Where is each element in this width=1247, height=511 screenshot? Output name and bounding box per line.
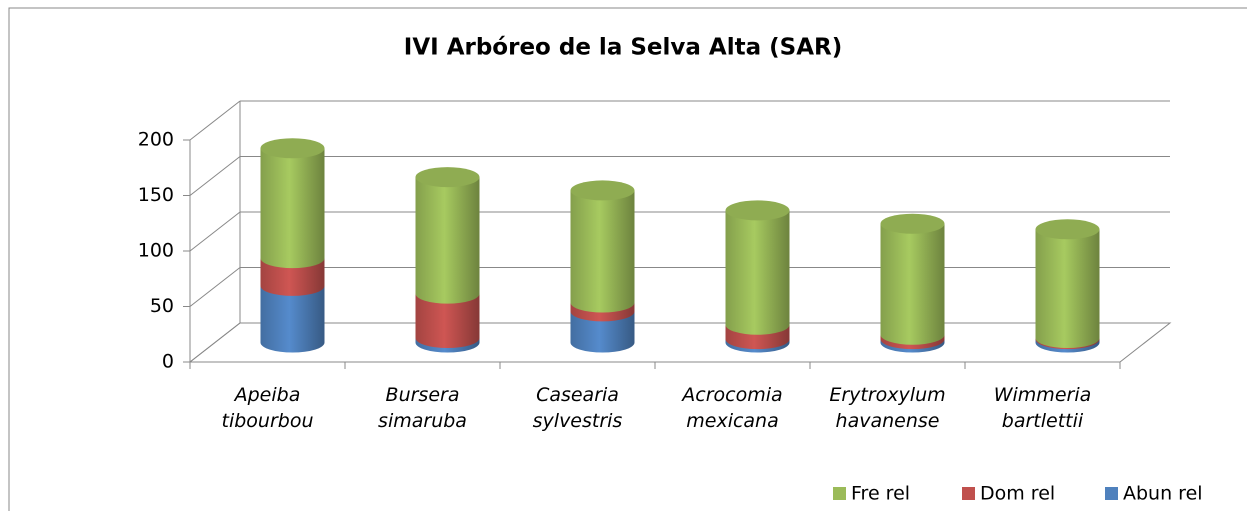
x-tick-label: Bursera simaruba <box>378 384 467 432</box>
segment-bottom <box>415 328 480 349</box>
y-tick-label: 100 <box>138 240 174 262</box>
cylinder-top <box>1035 219 1100 240</box>
cylinder-segment <box>1035 229 1100 349</box>
segment-bottom <box>725 314 790 335</box>
cylinder-top <box>260 138 325 159</box>
cylinder-segment <box>260 285 325 353</box>
segment-bottom <box>415 283 480 304</box>
segment-bottom <box>570 332 635 353</box>
cylinder-segment <box>880 223 945 345</box>
legend-swatch <box>962 487 975 500</box>
grid-line <box>189 156 241 196</box>
segment-body <box>725 210 790 325</box>
segment-bottom <box>1035 328 1100 349</box>
y-tick-label: 0 <box>162 351 174 373</box>
cylinder-top <box>415 167 480 188</box>
x-tick-label: Casearia sylvestris <box>532 384 623 432</box>
grid-line <box>189 322 241 363</box>
cylinder-segment <box>260 148 325 269</box>
y-tick-label: 200 <box>138 129 174 151</box>
segment-body <box>570 190 635 303</box>
floor <box>188 322 1172 363</box>
cylinder-segment <box>570 190 635 313</box>
segment-bottom <box>570 292 635 313</box>
x-tick-label: Erytroxylum havanense <box>829 384 946 432</box>
segment-body <box>880 223 945 335</box>
segment-bottom <box>725 329 790 350</box>
x-tick-label: Apeiba tibourbou <box>221 384 314 432</box>
x-tick-label: Wimmeria bartlettii <box>993 384 1092 432</box>
cylinder-segment <box>415 177 480 304</box>
grid-line <box>189 211 241 252</box>
legend-label: Abun rel <box>1123 483 1203 505</box>
x-tick-label: Acrocomia mexicana <box>682 384 783 432</box>
cylinder-segment <box>725 210 790 335</box>
segment-bottom <box>880 324 945 345</box>
cylinder-top <box>725 200 790 221</box>
grid-line <box>189 100 241 141</box>
cylinder-top <box>570 180 635 201</box>
y-tick-label: 150 <box>138 184 174 206</box>
chart-title: IVI Arbóreo de la Selva Alta (SAR) <box>404 35 842 61</box>
segment-body <box>1035 229 1100 339</box>
segment-bottom <box>260 332 325 353</box>
segment-bottom <box>260 275 325 296</box>
legend-swatch <box>833 487 846 500</box>
segment-body <box>415 177 480 294</box>
grid-line <box>189 267 241 307</box>
y-tick-label: 50 <box>150 295 174 317</box>
frame <box>8 7 1247 511</box>
legend-label: Fre rel <box>851 483 910 505</box>
segment-bottom <box>260 248 325 269</box>
segment-body <box>260 148 325 259</box>
legend-label: Dom rel <box>980 483 1055 505</box>
cylinder-top <box>880 213 945 234</box>
legend-swatch <box>1105 487 1118 500</box>
